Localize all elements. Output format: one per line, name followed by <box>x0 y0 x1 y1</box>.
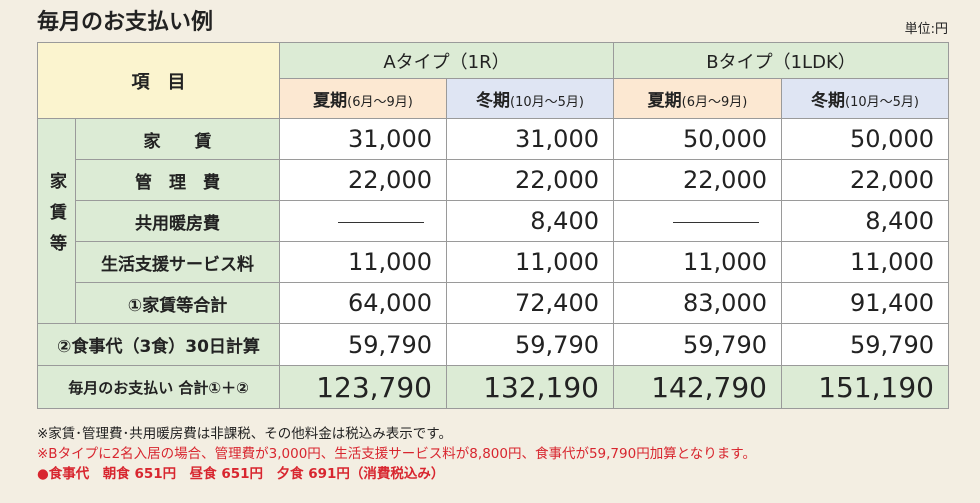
row: 毎月のお支払い 合計①＋② 123,790 132,190 142,790 151,19… <box>37 365 949 409</box>
value-cell: 11,000 <box>446 241 614 283</box>
row: 管 理 費 22,000 22,000 22,000 22,000 <box>38 159 949 201</box>
value-cell: 123,790 <box>279 365 447 409</box>
value-cell: 59,790 <box>613 323 782 366</box>
value-cell: 83,000 <box>613 282 782 324</box>
row: 家賃等家 賃 31,000 31,000 50,000 50,000 <box>37 118 949 324</box>
row: ①家賃等合計 64,000 72,400 83,000 91,400 <box>38 282 949 324</box>
type-header: Aタイプ（1R） <box>279 42 614 79</box>
period-header: 夏期(6月～9月) <box>279 78 447 119</box>
period-range: (6月～9月) <box>681 95 748 110</box>
title: 毎月のお支払い例 <box>37 10 214 35</box>
value-cell: 11,000 <box>781 241 949 283</box>
row-label: 毎月のお支払い 合計①＋② <box>37 365 280 409</box>
period-header: 冬期(10月～5月) <box>781 78 949 119</box>
period-range: (6月～9月) <box>347 95 413 110</box>
value-cell: 22,000 <box>613 159 782 201</box>
value-cell: 11,000 <box>613 241 782 283</box>
dash <box>673 221 759 223</box>
value-cell: 50,000 <box>613 118 782 160</box>
note: ※家賃･管理費･共用暖房費は非課税、その他料金は税込み表示です。 <box>37 426 452 442</box>
empty-cell <box>613 200 782 242</box>
row-label: 生活支援サービス料 <box>75 241 280 283</box>
dash <box>338 221 424 223</box>
note: ●食事代 朝食 651円 昼食 651円 夕食 691円（消費税込み） <box>37 466 445 482</box>
value-cell: 132,190 <box>446 365 614 409</box>
value-cell: 91,400 <box>781 282 949 324</box>
value-cell: 8,400 <box>781 200 949 242</box>
value-cell: 31,000 <box>279 118 447 160</box>
value-cell: 8,400 <box>446 200 614 242</box>
value-cell: 22,000 <box>279 159 447 201</box>
price-table: 項 目 Aタイプ（1R） Bタイプ（1LDK） 夏期(6月～9月) 冬期(10月～… <box>37 42 949 409</box>
row: 生活支援サービス料 11,000 11,000 11,000 11,000 <box>38 241 949 283</box>
period-label: 冬期 <box>811 91 846 111</box>
row-label: 管 理 費 <box>75 159 280 201</box>
value-cell: 50,000 <box>781 118 949 160</box>
group-label: 家賃等 <box>37 118 76 324</box>
value-cell: 11,000 <box>279 241 447 283</box>
period-range: (10月～5月) <box>845 95 919 110</box>
value-cell: 72,400 <box>446 282 614 324</box>
value-cell: 59,790 <box>446 323 614 366</box>
period-label: 夏期 <box>647 91 682 111</box>
notes: ※家賃･管理費･共用暖房費は非課税、その他料金は税込み表示です。 ※Bタイプに2… <box>37 424 756 484</box>
period-label: 冬期 <box>476 91 511 111</box>
period-label: 夏期 <box>313 91 348 111</box>
value-cell: 151,190 <box>781 365 949 409</box>
period-range: (10月～5月) <box>510 95 584 110</box>
item-header: 項 目 <box>37 42 280 119</box>
value-cell: 22,000 <box>781 159 949 201</box>
value-cell: 64,000 <box>279 282 447 324</box>
period-header: 夏期(6月～9月) <box>613 78 782 119</box>
row: 共用暖房費 8,400 8,400 <box>38 200 949 242</box>
value-cell: 31,000 <box>446 118 614 160</box>
row-label: 家 賃 <box>75 118 280 160</box>
note: ※Bタイプに2名入居の場合、管理費が3,000円、生活支援サービス料が8,800… <box>37 446 756 462</box>
value-cell: 142,790 <box>613 365 782 409</box>
value-cell: 59,790 <box>781 323 949 366</box>
row-label: 共用暖房費 <box>75 200 280 242</box>
unit: 単位:円 <box>904 22 948 37</box>
row-label: ②食事代（3食）30日計算 <box>37 323 280 366</box>
row: ②食事代（3食）30日計算 59,790 59,790 59,790 59,790 <box>37 323 949 366</box>
empty-cell <box>279 200 447 242</box>
value-cell: 22,000 <box>446 159 614 201</box>
row-label: ①家賃等合計 <box>75 282 280 324</box>
group-text: 家賃等 <box>46 172 66 265</box>
value-cell: 59,790 <box>279 323 447 366</box>
type-header: Bタイプ（1LDK） <box>613 42 949 79</box>
period-header: 冬期(10月～5月) <box>446 78 614 119</box>
